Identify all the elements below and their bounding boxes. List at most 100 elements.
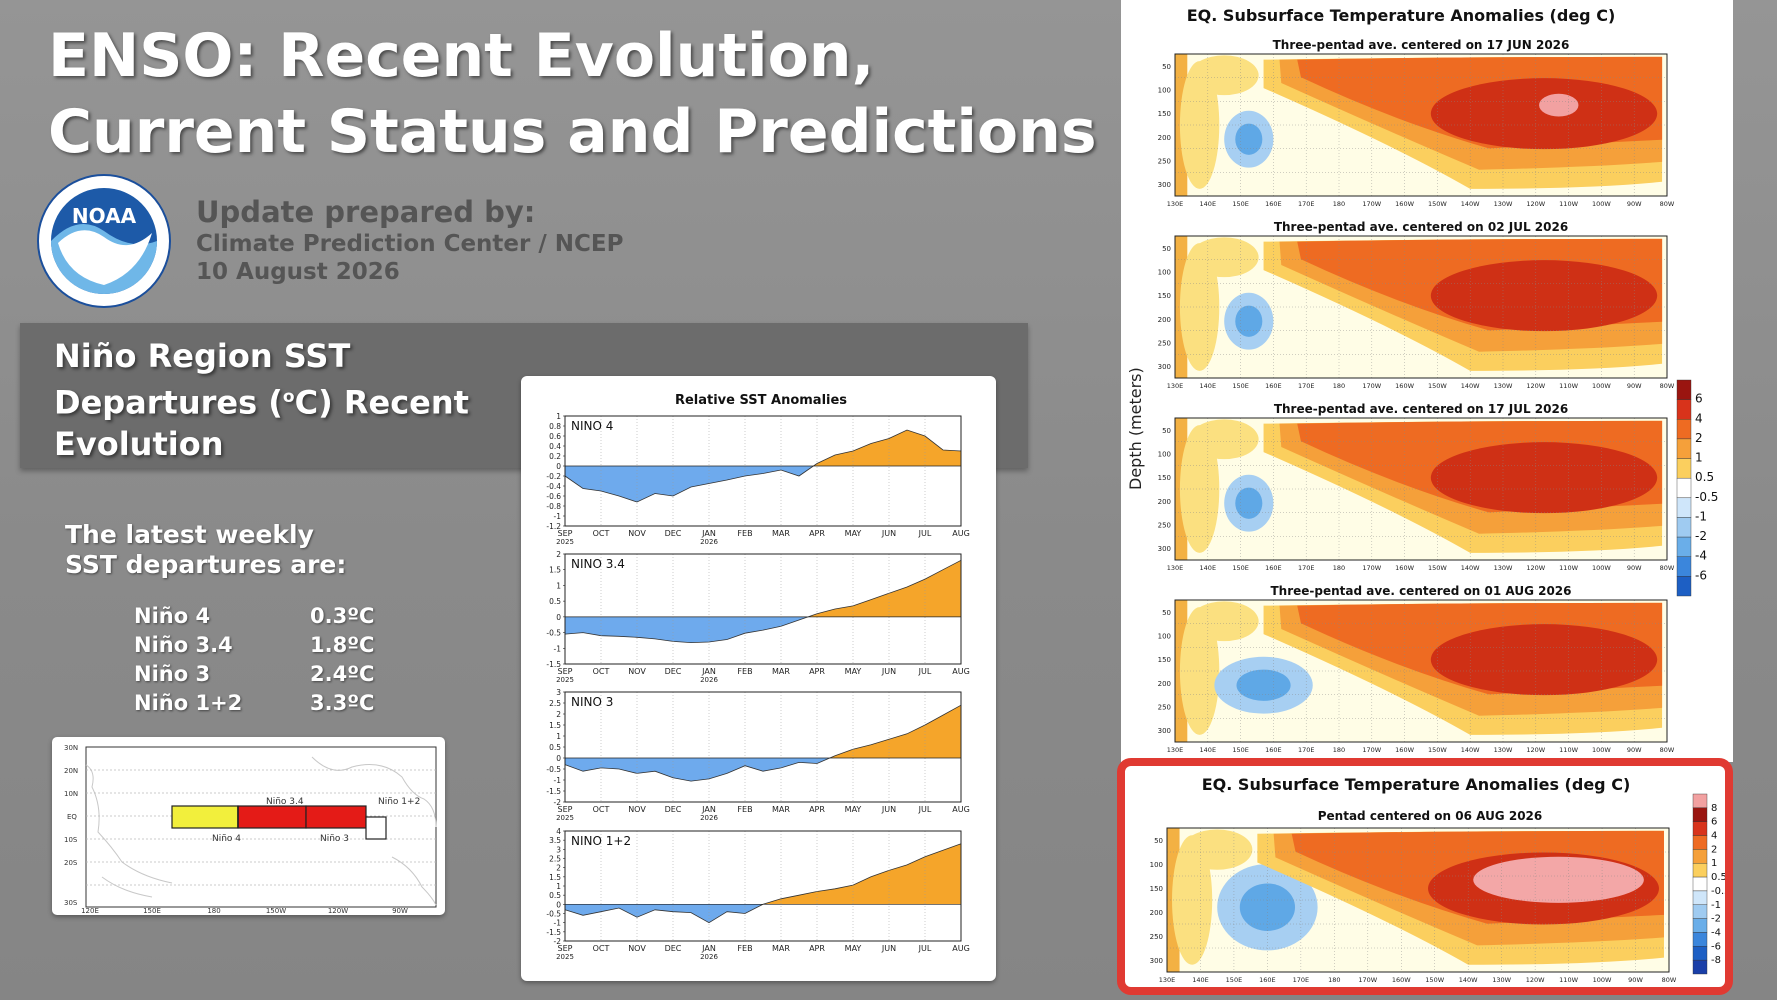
depth-axis-label: Depth (meters) [1126,367,1145,490]
colorbar-swatch [1692,807,1708,822]
depth-tick-label: 100 [1158,633,1171,641]
nino4-region-box [171,805,239,829]
longitude-tick-label: 150E [1232,200,1249,208]
panel-frame [1174,417,1668,561]
longitude-tick-label: 170W [1362,382,1381,390]
panel-label: NINO 3.4 [571,557,625,571]
depth-tick-label: 100 [1158,87,1171,95]
depth-tick-label: 250 [1150,933,1163,941]
colorbar-label: -0.5 [1695,490,1718,504]
month-tick-label: AUG [952,805,970,814]
month-tick-label: FEB [737,805,752,814]
year-tick-label: 2025 [556,814,574,822]
month-tick-label: AUG [952,667,970,676]
y-tick-label: -1 [554,512,562,521]
y-tick-label: -1.5 [546,660,561,669]
month-tick-label: DEC [665,529,682,538]
shallow-warm-patch [1189,237,1259,278]
colorbar-label: -4 [1695,549,1707,563]
month-tick-label: MAY [845,805,862,814]
y-tick-label: 0 [556,900,561,909]
sst-region: Niño 3.4 [134,633,233,657]
depth-tick-label: 250 [1158,522,1171,530]
colorbar-swatch [1692,876,1708,892]
colorbar-swatch [1692,918,1708,933]
longitude-tick-label: 90W [1627,746,1642,754]
colorbar-label: -1 [1695,509,1707,523]
month-tick-label: JUL [918,805,932,814]
y-tick-label: 1 [556,732,561,741]
colorbar-label: -1 [1711,900,1721,911]
month-tick-label: AUG [952,529,970,538]
longitude-tick-label: 160E [1265,200,1282,208]
depth-tick-label: 300 [1158,363,1171,371]
nino3-region-box [305,805,367,829]
colorbar-swatch [1692,959,1708,975]
nino34-region-box [237,805,307,829]
longitude-tick-label: 150W [1428,564,1447,572]
depth-tick-label: 50 [1154,837,1163,845]
longitude-tick-label: 130W [1494,746,1513,754]
coastline-outline [85,756,437,906]
y-tick-label: 1.5 [549,721,561,730]
region-label: Niño 3.4 [266,797,304,807]
depth-tick-label: 150 [1158,292,1171,300]
y-tick-label: 4 [556,827,561,836]
sst-row: Niño 1+2 3.3ºC [134,691,374,720]
panel-label: NINO 3 [571,695,613,709]
noaa-logo-icon: NOAA [37,174,171,308]
sst-value: 0.3ºC [310,604,375,628]
anomaly-line [564,704,962,782]
depth-tick-label: 200 [1158,134,1171,142]
month-tick-label: NOV [628,944,646,953]
month-tick-label: FEB [737,667,752,676]
colorbar-swatch [1676,379,1692,400]
lat-label: 30S [64,899,78,907]
lat-label: 10S [64,836,78,844]
update-heading: Update prepared by: [196,195,536,229]
longitude-tick-label: 180 [1328,976,1340,984]
month-tick-label: JAN [701,667,716,676]
depth-tick-label: 300 [1158,727,1171,735]
warm-anomaly-core [1430,78,1658,150]
year-tick-label: 2025 [556,538,574,546]
update-info: Update prepared by: Climate Prediction C… [196,195,623,285]
lat-label: 20S [64,859,78,867]
longitude-tick-label: 170E [1298,746,1315,754]
latest-line-2: SST departures are: [65,550,347,579]
month-tick-label: APR [809,667,825,676]
y-tick-label: -0.8 [546,502,561,511]
longitude-tick-label: 170W [1362,746,1381,754]
colorbar-label: -2 [1695,529,1707,543]
longitude-tick-label: 130E [1159,976,1176,984]
colorbar-label: -6 [1695,568,1707,582]
longitude-tick-label: 160W [1395,200,1414,208]
longitude-tick-label: 120W [1526,976,1545,984]
longitude-tick-label: 180 [1333,746,1345,754]
longitude-tick-label: 80W [1660,200,1675,208]
sst-value: 1.8ºC [310,633,375,657]
longitude-tick-label: 170E [1298,382,1315,390]
lat-label: 10N [64,790,78,798]
sst-row: Niño 4 0.3ºC [134,604,374,633]
y-tick-label: 2 [556,864,561,873]
longitude-tick-label: 140E [1200,200,1217,208]
longitude-tick-label: 130E [1167,200,1184,208]
y-tick-label: 0.5 [549,597,561,606]
latest-pentad-subtitle: Pentad centered on 06 AUG 2026 [1318,809,1543,823]
longitude-tick-label: 100W [1593,976,1612,984]
lat-label: EQ [67,813,77,821]
longitude-tick-label: 140W [1459,976,1478,984]
longitude-tick-label: 170W [1358,976,1377,984]
y-tick-label: 2 [556,550,561,559]
month-tick-label: DEC [665,944,682,953]
relative-sst-chart: Relative SST Anomalies SEP 2025 OCT NOV DEC J… [521,376,996,981]
positive-anomaly-area [565,843,961,905]
month-tick-label: JUN [881,944,896,953]
panel-frame [564,415,962,527]
y-tick-label: 0.5 [549,891,561,900]
colorbar: 8 6 4 2 1 0.5 -0.5 -1 -2 -4 -6 -8 [1692,793,1731,975]
positive-anomaly-area [565,560,961,617]
subsurface-panel: Three-pentad ave. centered on 17 JUN 202… [1158,38,1675,208]
